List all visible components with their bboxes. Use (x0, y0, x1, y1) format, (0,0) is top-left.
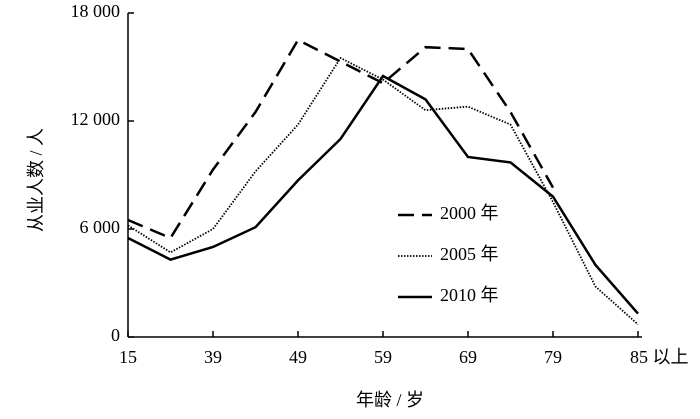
legend-label: 2005 年 (440, 244, 499, 264)
y-tick-label: 0 (111, 325, 120, 345)
legend-label: 2010 年 (440, 285, 499, 305)
y-tick-label: 6 000 (80, 217, 121, 237)
series-line (127, 74, 639, 315)
series-line (127, 56, 639, 326)
x-tick-label: 79 (544, 347, 562, 367)
x-tick-label: 39 (204, 347, 222, 367)
x-axis-label: 年龄 / 岁 (356, 390, 424, 410)
y-axis-label: 从业人数 / 人 (26, 128, 46, 232)
y-tick-label: 18 000 (71, 1, 121, 21)
y-tick-label: 12 000 (71, 109, 121, 129)
legend-label: 2000 年 (440, 203, 499, 223)
x-tick-label: 15 (119, 347, 137, 367)
x-tick-label: 49 (289, 347, 307, 367)
series-line (127, 38, 555, 240)
x-tick-label: 59 (374, 347, 392, 367)
x-tick-label: 69 (459, 347, 477, 367)
x-tick-label: 85 以上 (630, 347, 689, 367)
